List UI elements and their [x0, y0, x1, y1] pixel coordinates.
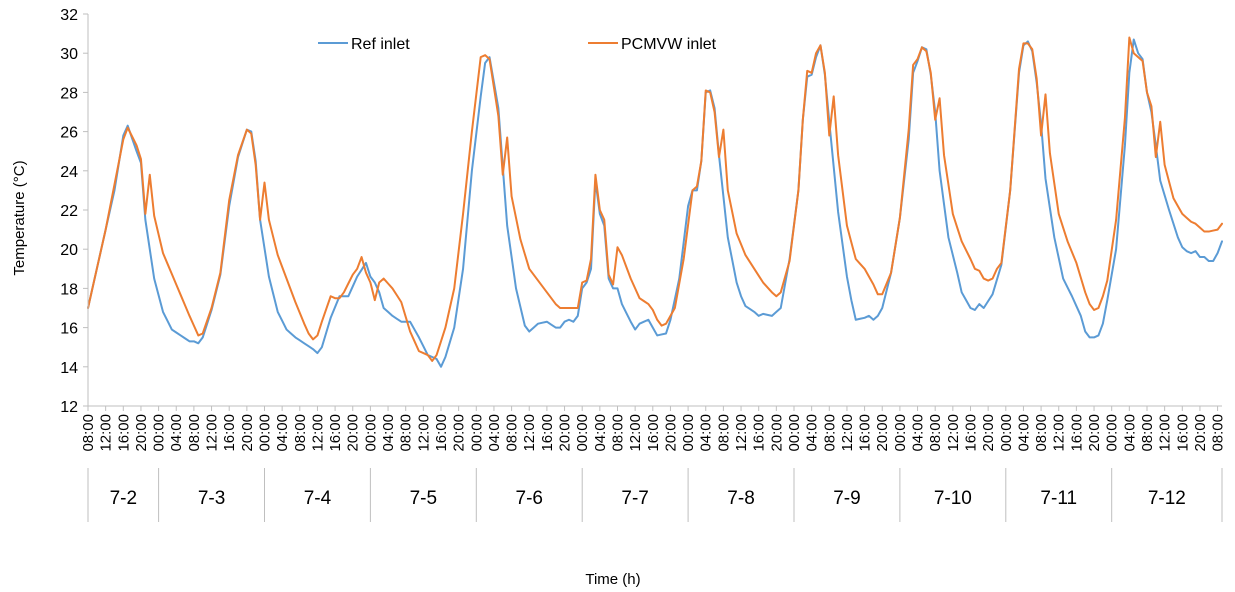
y-tick-label: 16: [60, 321, 78, 338]
x-tick-label: 16:00: [751, 414, 768, 452]
x-tick-label: 08:00: [1139, 414, 1156, 452]
y-tick-label: 26: [60, 125, 78, 142]
x-tick-label: 12:00: [1051, 414, 1068, 452]
x-tick-label: 20:00: [662, 414, 679, 452]
x-tick-label: 20:00: [1086, 414, 1103, 452]
x-tick-label: 04:00: [1121, 414, 1138, 452]
x-tick-label: 00:00: [892, 414, 909, 452]
x-tick-label: 16:00: [1068, 414, 1085, 452]
x-tick-label: 04:00: [486, 414, 503, 452]
x-tick-label: 08:00: [927, 414, 944, 452]
y-axis-label: Temperature (°C): [11, 160, 28, 275]
x-tick-label: 08:00: [80, 414, 97, 452]
day-label: 7-10: [934, 488, 972, 509]
x-tick-label: 04:00: [380, 414, 397, 452]
x-tick-label: 00:00: [151, 414, 168, 452]
x-tick-label: 00:00: [362, 414, 379, 452]
day-label: 7-2: [110, 488, 137, 509]
x-tick-label: 04:00: [698, 414, 715, 452]
y-tick-label: 12: [60, 399, 78, 416]
legend: Ref inlet PCMVW inlet: [318, 36, 717, 53]
y-tick-label: 22: [60, 203, 78, 220]
x-tick-label: 20:00: [1192, 414, 1209, 452]
x-tick-label: 16:00: [221, 414, 238, 452]
x-tick-label: 00:00: [786, 414, 803, 452]
y-tick-label: 30: [60, 46, 78, 63]
x-tick-label: 20:00: [980, 414, 997, 452]
x-tick-label: 12:00: [945, 414, 962, 452]
day-label: 7-3: [198, 488, 225, 509]
x-tick-label: 04:00: [804, 414, 821, 452]
day-label: 7-5: [410, 488, 437, 509]
x-tick-label: 12:00: [98, 414, 115, 452]
x-tick-label: 16:00: [115, 414, 132, 452]
y-tick-label: 24: [60, 164, 78, 181]
x-tick-label: 16:00: [1174, 414, 1191, 452]
x-tick-label: 04:00: [592, 414, 609, 452]
x-tick-label: 16:00: [433, 414, 450, 452]
x-tick-label: 08:00: [609, 414, 626, 452]
x-tick-label: 12:00: [521, 414, 538, 452]
y-tick-label: 32: [60, 7, 78, 24]
x-tick-label: 12:00: [309, 414, 326, 452]
axes: [87, 14, 1222, 407]
x-tick-label: 12:00: [733, 414, 750, 452]
x-tick-label: 20:00: [133, 414, 150, 452]
x-tick-label: 16:00: [857, 414, 874, 452]
x-tick-label: 20:00: [239, 414, 256, 452]
x-tick-label: 00:00: [574, 414, 591, 452]
legend-label: Ref inlet: [351, 36, 410, 53]
x-tick-label: 20:00: [768, 414, 785, 452]
x-tick-label: 08:00: [821, 414, 838, 452]
x-tick-label: 16:00: [327, 414, 344, 452]
day-label: 7-12: [1148, 488, 1186, 509]
y-tick-label: 28: [60, 85, 78, 102]
day-label: 7-6: [516, 488, 543, 509]
x-tick-label: 16:00: [962, 414, 979, 452]
x-tick-label: 08:00: [292, 414, 309, 452]
x-tick-label: 12:00: [839, 414, 856, 452]
x-tick-label: 00:00: [468, 414, 485, 452]
y-axis-ticks: 12 14 16 18 20 22 24 26 28 30 32: [60, 7, 88, 416]
y-tick-label: 18: [60, 281, 78, 298]
x-tick-label: 12:00: [627, 414, 644, 452]
day-label: 7-4: [304, 488, 332, 509]
x-tick-label: 00:00: [998, 414, 1015, 452]
x-tick-label: 04:00: [1015, 414, 1032, 452]
day-label: 7-11: [1040, 488, 1077, 509]
day-label: 7-8: [727, 488, 754, 509]
x-tick-label: 00:00: [1104, 414, 1121, 452]
x-tick-label: 08:00: [1210, 414, 1227, 452]
x-tick-label: 04:00: [274, 414, 291, 452]
series-line-pcmvw-inlet: [87, 36, 1223, 362]
x-tick-label: 20:00: [557, 414, 574, 452]
series-lines: [87, 36, 1223, 368]
x-tick-label: 20:00: [451, 414, 468, 452]
y-tick-label: 20: [60, 242, 78, 259]
x-tick-label: 12:00: [1157, 414, 1174, 452]
x-tick-label: 08:00: [504, 414, 521, 452]
x-tick-label: 04:00: [910, 414, 927, 452]
day-label: 7-7: [621, 488, 648, 509]
x-tick-label: 00:00: [256, 414, 273, 452]
x-tick-label: 08:00: [1033, 414, 1050, 452]
x-tick-label: 04:00: [168, 414, 185, 452]
day-label: 7-9: [833, 488, 860, 509]
x-axis-ticks: 08:00 12:00 16:00 20:00 00:00 04:00 08:00 12:00…: [80, 406, 1227, 452]
x-tick-label: 20:00: [874, 414, 891, 452]
x-tick-label: 00:00: [680, 414, 697, 452]
x-tick-label: 08:00: [715, 414, 732, 452]
day-groups: 7-2 7-3 7-4 7-5 7-6 7-7 7-8 7-9 7-10 7-11 7-12: [87, 468, 1223, 522]
y-tick-label: 14: [60, 360, 78, 377]
x-tick-label: 16:00: [645, 414, 662, 452]
x-tick-label: 20:00: [345, 414, 362, 452]
x-tick-label: 08:00: [398, 414, 415, 452]
x-axis-label: Time (h): [585, 571, 640, 588]
legend-label: PCMVW inlet: [621, 36, 717, 53]
x-tick-label: 12:00: [204, 414, 221, 452]
x-tick-label: 08:00: [186, 414, 203, 452]
x-tick-label: 16:00: [539, 414, 556, 452]
x-tick-label: 12:00: [415, 414, 432, 452]
